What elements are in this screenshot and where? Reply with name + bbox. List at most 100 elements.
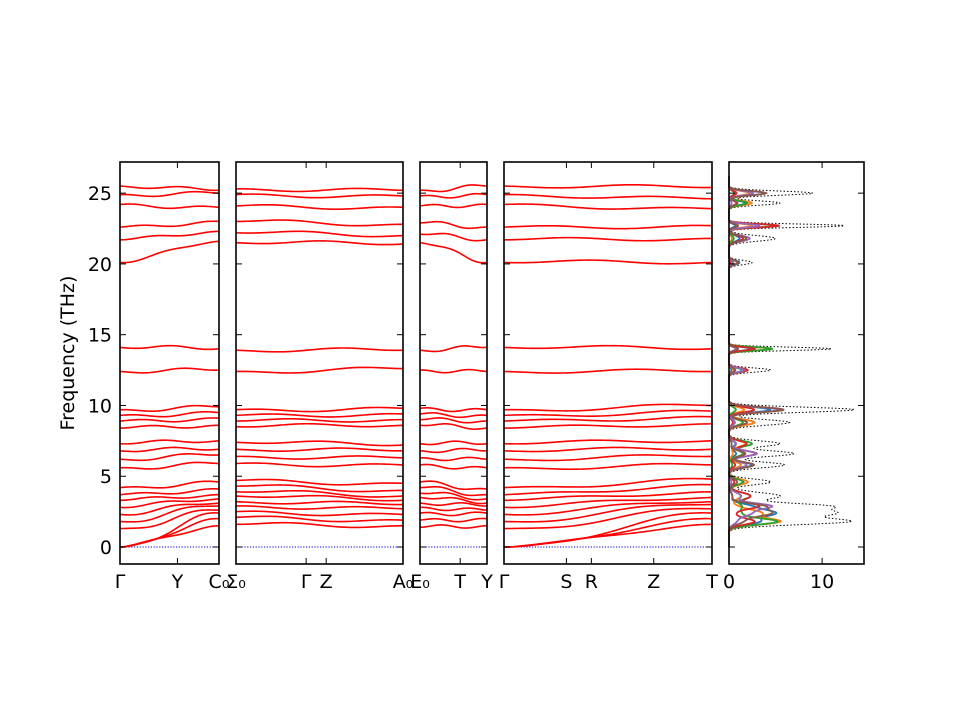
dos-projected-curve-4 xyxy=(728,176,780,548)
band-mode-6 xyxy=(119,502,220,516)
band-mode-9 xyxy=(419,480,488,491)
band-mode-1 xyxy=(235,521,404,529)
band-mode-9 xyxy=(119,487,220,496)
panel-frame xyxy=(419,161,488,565)
band-mode-22 xyxy=(419,220,488,230)
band-mode-14 xyxy=(119,439,220,445)
band-mode-15 xyxy=(235,417,404,423)
band-mode-5 xyxy=(503,503,713,523)
band-mode-25 xyxy=(419,184,488,193)
band-mode-5 xyxy=(419,502,488,507)
band-mode-11 xyxy=(235,455,404,460)
band-mode-21 xyxy=(419,232,488,242)
band-mode-8 xyxy=(119,493,220,502)
band-mode-24 xyxy=(119,203,220,210)
band-mode-2 xyxy=(235,515,404,523)
band-mode-26 xyxy=(119,185,220,192)
band-mode-4 xyxy=(503,507,713,530)
band-mode-24 xyxy=(235,193,404,199)
band-mode-12 xyxy=(503,454,713,462)
x-tick-label: T xyxy=(705,571,718,593)
y-tick-label: 15 xyxy=(88,325,112,347)
band-mode-7 xyxy=(119,498,220,509)
band-mode-17 xyxy=(119,410,220,418)
band-mode-16 xyxy=(235,412,404,418)
band-mode-15 xyxy=(119,424,220,429)
dos-x-tick-label: 0 xyxy=(723,571,735,593)
x-tick-label: T xyxy=(453,571,466,593)
band-mode-8 xyxy=(235,484,404,493)
y-tick-label: 10 xyxy=(88,395,112,417)
band-mode-13 xyxy=(235,440,404,447)
band-mode-7 xyxy=(235,489,404,498)
band-mode-19 xyxy=(419,345,488,353)
band-mode-25 xyxy=(503,193,713,200)
x-tick-label: R xyxy=(585,571,598,593)
band-mode-4 xyxy=(119,509,220,530)
band-mode-26 xyxy=(503,183,713,189)
dos-x-tick-label: 10 xyxy=(810,571,834,593)
band-mode-18 xyxy=(119,404,220,412)
band-mode-6 xyxy=(503,500,713,516)
band-mode-3 xyxy=(235,510,404,517)
band-panel-2: Σ₀ Γ Z A₀ xyxy=(226,161,414,593)
band-mode-15 xyxy=(419,417,487,424)
band-mode-19 xyxy=(235,347,404,353)
band-mode-5 xyxy=(119,505,220,523)
band-mode-1 xyxy=(419,524,488,529)
band-mode-11 xyxy=(419,456,488,462)
band-mode-25 xyxy=(235,187,404,193)
band-mode-21 xyxy=(503,259,713,265)
band-panel-3: E₀ T Y xyxy=(410,161,493,593)
y-tick-label: 5 xyxy=(100,466,112,488)
band-mode-20 xyxy=(235,240,404,246)
band-mode-22 xyxy=(503,236,712,242)
band-mode-19 xyxy=(503,368,713,374)
band-mode-20 xyxy=(419,241,488,264)
y-tick-label: 0 xyxy=(100,537,112,559)
x-tick-label: Y xyxy=(480,571,493,593)
band-mode-3 xyxy=(419,511,488,517)
band-mode-18 xyxy=(235,366,404,374)
y-axis-label: Frequency (THz) xyxy=(57,276,79,431)
band-mode-22 xyxy=(235,219,404,227)
band-mode-8 xyxy=(419,485,488,497)
band-mode-18 xyxy=(503,403,713,412)
band-mode-16 xyxy=(503,415,713,422)
panel-frame xyxy=(503,161,713,565)
band-mode-3 xyxy=(503,512,713,548)
band-panel-1: Γ Y C₀ 0 5 10 15 20 25 xyxy=(88,161,229,593)
band-mode-21 xyxy=(235,230,404,238)
x-tick-label: Γ xyxy=(115,571,126,593)
dos-panel: 0 10 xyxy=(723,161,865,593)
x-tick-label: Σ₀ xyxy=(226,571,246,593)
band-mode-13 xyxy=(419,440,488,446)
band-mode-11 xyxy=(503,462,713,471)
band-mode-7 xyxy=(503,496,713,509)
band-mode-13 xyxy=(503,446,713,453)
band-mode-14 xyxy=(503,439,713,445)
band-mode-10 xyxy=(503,477,713,489)
x-tick-label: E₀ xyxy=(410,571,430,593)
band-mode-14 xyxy=(419,423,488,430)
x-tick-label: Y xyxy=(171,571,184,593)
panel-frame xyxy=(119,161,220,565)
band-mode-17 xyxy=(419,407,488,413)
band-mode-23 xyxy=(503,224,713,230)
band-mode-6 xyxy=(419,496,488,505)
band-mode-20 xyxy=(119,344,220,351)
band-mode-23 xyxy=(419,203,488,209)
band-mode-16 xyxy=(119,417,220,423)
band-mode-17 xyxy=(235,406,404,413)
x-tick-label: A₀ xyxy=(393,571,414,593)
band-mode-2 xyxy=(419,517,488,523)
band-mode-24 xyxy=(419,192,488,199)
band-mode-14 xyxy=(235,422,404,428)
band-mode-16 xyxy=(419,412,488,419)
y-tick-label: 25 xyxy=(88,183,112,205)
band-mode-12 xyxy=(419,447,488,454)
